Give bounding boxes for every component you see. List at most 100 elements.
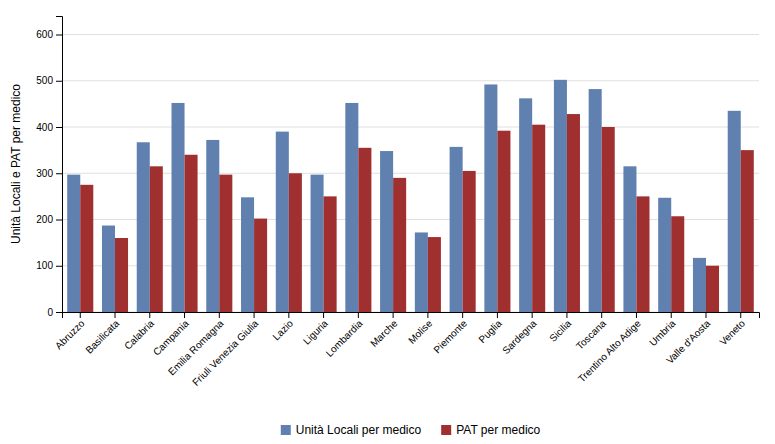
- tick: Liguria: [301, 312, 330, 347]
- tick-label: Valle d'Aosta: [664, 317, 713, 366]
- tick-label: 400: [36, 122, 53, 133]
- grid-line: [62, 80, 759, 81]
- bar: [602, 127, 615, 312]
- bar: [206, 140, 219, 312]
- tick-mark: [497, 312, 498, 318]
- bar: [693, 258, 706, 312]
- tick-label: Abruzzo: [53, 317, 87, 351]
- tick-mark: [427, 312, 428, 318]
- bar: [393, 178, 406, 312]
- grid: [62, 35, 759, 313]
- tick-mark: [671, 312, 672, 318]
- bar: [102, 226, 115, 312]
- tick-mark: [358, 312, 359, 318]
- bar: [67, 175, 80, 312]
- bar: [706, 266, 719, 312]
- tick: 0: [47, 307, 62, 318]
- bar: [728, 111, 741, 312]
- bar: [185, 155, 198, 312]
- tick-mark: [56, 127, 62, 128]
- bar-series: [67, 80, 741, 312]
- tick-label: Friuli Venezia Giulia: [190, 317, 261, 388]
- tick: Marche: [368, 312, 400, 349]
- tick-label: 100: [36, 260, 53, 271]
- bar: [463, 171, 476, 312]
- tick-label: Basilicata: [83, 317, 121, 355]
- tick-label: Toscana: [574, 317, 608, 351]
- tick: Lombardia: [324, 312, 365, 359]
- bar: [636, 196, 649, 312]
- tick-mark: [149, 312, 150, 318]
- tick: 500: [36, 75, 62, 86]
- bar: [741, 150, 754, 312]
- tick-mark: [56, 81, 62, 82]
- tick-label: 0: [47, 307, 53, 318]
- tick-mark: [462, 312, 463, 318]
- tick: Molise: [406, 312, 435, 346]
- bar: [554, 80, 567, 312]
- tick-mark: [705, 312, 706, 318]
- tick: 200: [36, 214, 62, 225]
- tick-label: 200: [36, 214, 53, 225]
- bar: [358, 148, 371, 312]
- tick-mark: [184, 312, 185, 318]
- bar: [484, 84, 497, 312]
- tick-mark: [393, 312, 394, 318]
- tick-mark: [601, 312, 602, 318]
- bar: [150, 166, 163, 312]
- tick-mark: [115, 312, 116, 318]
- tick: Friuli Venezia Giulia: [190, 312, 261, 388]
- tick: Lazio: [271, 312, 296, 342]
- tick: Sicilia: [547, 312, 574, 344]
- bar: [589, 89, 602, 312]
- tick-label: Sardegna: [500, 317, 539, 356]
- tick: 400: [36, 122, 62, 133]
- bar: [497, 131, 510, 312]
- tick-mark: [532, 312, 533, 318]
- tick-label: Molise: [406, 317, 435, 346]
- bar: [241, 197, 254, 312]
- tick: Piemonte: [431, 312, 469, 355]
- bar: [380, 151, 393, 312]
- tick-mark: [636, 312, 637, 318]
- bar: [115, 238, 128, 312]
- legend: Unità Locali per medicoPAT per medico: [281, 423, 541, 437]
- tick-label: 500: [36, 75, 53, 86]
- tick-mark: [254, 312, 255, 318]
- bar: [532, 125, 545, 312]
- bar: [671, 216, 684, 312]
- bar: [623, 166, 636, 312]
- tick-mark: [219, 312, 220, 318]
- bar: [519, 98, 532, 312]
- bar: [276, 132, 289, 312]
- grid-line: [62, 127, 759, 128]
- tick: Valle d'Aosta: [664, 312, 713, 366]
- tick-label: Calabria: [122, 317, 156, 351]
- tick-label: Piemonte: [431, 317, 469, 355]
- tick-mark: [740, 312, 741, 318]
- bar: [80, 185, 93, 312]
- bar-series: [80, 114, 754, 312]
- bar: [345, 103, 358, 312]
- x-axis: AbruzzoBasilicataCalabriaCampaniaEmilia …: [53, 312, 760, 388]
- tick-label: 600: [36, 29, 53, 40]
- tick-label: Marche: [368, 317, 400, 349]
- tick-mark: [56, 220, 62, 221]
- tick: Calabria: [122, 312, 156, 352]
- tick-mark: [80, 312, 81, 318]
- bar: [289, 173, 302, 312]
- legend-label: PAT per medico: [456, 423, 540, 437]
- bar: [311, 175, 324, 312]
- tick-mark: [288, 312, 289, 318]
- tick: Puglia: [476, 312, 504, 345]
- axis-line: [63, 313, 760, 319]
- tick-label: Trentino Alto Adige: [576, 317, 643, 384]
- tick: Veneto: [717, 312, 747, 347]
- axis-line: [56, 17, 63, 313]
- tick: Umbria: [647, 312, 678, 348]
- legend-swatch: [441, 425, 451, 435]
- tick: 300: [36, 168, 62, 179]
- tick-label: Sicilia: [547, 317, 574, 344]
- bars: [67, 80, 754, 312]
- tick: 600: [36, 29, 62, 40]
